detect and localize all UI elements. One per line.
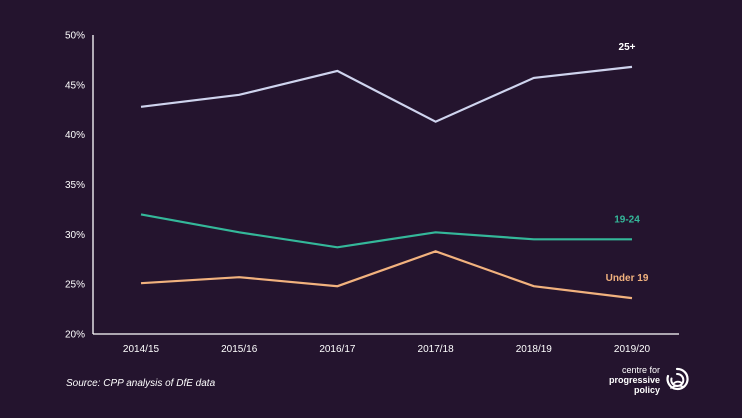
x-tick-label: 2018/19 [516,344,553,355]
x-tick-label: 2017/18 [418,344,455,355]
logo-text: centre for progressive policy [602,365,660,395]
logo-line-2: progressive [608,375,660,385]
series-label-25: 25+ [619,42,636,53]
y-tick-label: 25% [65,280,85,291]
y-tick-label: 50% [65,31,85,42]
series-label-19-24: 19-24 [614,214,640,225]
y-tick-label: 40% [65,130,85,141]
logo-line-3: policy [633,385,660,395]
series-line-under-19 [140,250,633,300]
swirl-logo-icon [666,367,689,391]
cpp-logo: centre for progressive policy [602,364,694,400]
logo-line-1: centre for [621,365,660,375]
y-tick-label: 35% [65,180,85,191]
y-tick-label: 45% [65,80,85,91]
x-tick-label: 2015/16 [221,344,258,355]
x-tick-label: 2014/15 [123,344,160,355]
x-tick-label: 2019/20 [614,344,651,355]
series-lines [140,65,633,300]
source-note: Source: CPP analysis of DfE data [66,378,216,389]
series-label-under-19: Under 19 [606,273,649,284]
y-tick-label: 20% [65,330,85,341]
x-tick-label: 2016/17 [319,344,356,355]
y-tick-label: 30% [65,230,85,241]
x-tick-labels: 2014/15 2015/16 2016/17 2017/18 2018/19 2019/… [123,344,651,355]
y-tick-labels: 20% 25% 30% 35% 40% 45% 50% [65,31,85,341]
series-line-19-24 [140,213,632,249]
series-labels: 25+ 19-24 Under 19 [606,42,649,284]
series-line-25 [140,65,633,123]
